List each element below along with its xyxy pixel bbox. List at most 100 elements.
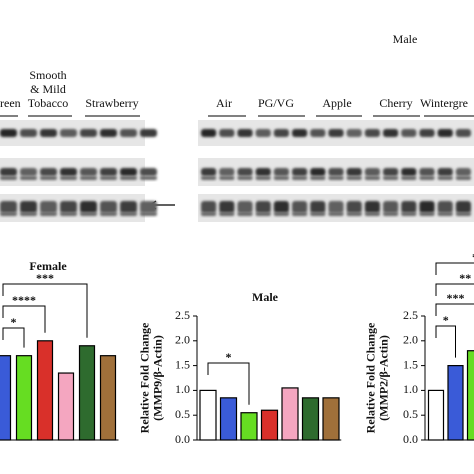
blot-band [20, 201, 37, 213]
bar [240, 412, 258, 441]
blot-label: Strawberry [85, 96, 138, 110]
significance-bracket [2, 283, 88, 338]
blot-band [273, 212, 289, 216]
significance-label: * [11, 315, 17, 329]
blot-band [237, 168, 253, 176]
bar [281, 387, 299, 441]
blot-band [219, 176, 235, 180]
y-axis-label: (MMP2/β-Actin) [376, 335, 390, 421]
blot-band [419, 168, 435, 176]
blot-band [383, 168, 399, 176]
blot-band [100, 176, 117, 180]
blot-band [0, 201, 17, 213]
blot-band [419, 212, 435, 216]
blot-band [20, 168, 37, 176]
bar [36, 340, 54, 441]
blot-band [328, 212, 344, 216]
blot-band [310, 212, 326, 216]
blot-band [364, 176, 380, 180]
bar [301, 397, 320, 441]
blot-band [364, 212, 380, 216]
bar [322, 397, 340, 441]
blot-band [255, 129, 271, 137]
blot-band [273, 168, 289, 176]
bar [427, 389, 445, 441]
blot-band [237, 201, 253, 213]
blot-band [292, 168, 308, 176]
y-tick-label: 2.0 [175, 333, 190, 347]
blot-band [80, 176, 97, 180]
blot-band [401, 176, 417, 180]
blot-band [364, 201, 380, 213]
blot-band [455, 168, 471, 176]
blot-band [346, 201, 362, 213]
blot-band [0, 129, 17, 137]
bar [199, 389, 217, 441]
blot-band [140, 212, 157, 216]
blot-header: Male [393, 32, 418, 46]
blot-band [255, 168, 271, 176]
blot-band [437, 176, 453, 180]
blot-band [346, 129, 362, 137]
y-tick-label: 1.0 [175, 382, 190, 396]
blot-band [383, 201, 399, 213]
blot-band [401, 168, 417, 176]
blot-band [328, 168, 344, 176]
blot-band [100, 168, 117, 176]
blot-band [140, 201, 157, 213]
y-tick-label: 2.0 [403, 333, 418, 347]
bar [219, 397, 238, 441]
blot-band [201, 129, 217, 137]
blot-band [419, 201, 435, 213]
significance-bracket [2, 327, 25, 348]
blot-band [120, 212, 137, 216]
blot-band [80, 212, 97, 216]
blot-band [60, 129, 77, 137]
blot-band [292, 201, 308, 213]
blot-band [383, 212, 399, 216]
blot-band [346, 168, 362, 176]
blot-label: PG/VG [258, 96, 294, 110]
blot-band [401, 212, 417, 216]
significance-bracket [435, 283, 474, 296]
blot-band [328, 129, 344, 137]
blot-band [455, 129, 471, 137]
y-axis-label: Relative Fold Change [363, 322, 377, 433]
blot-band [310, 129, 326, 137]
bar [260, 409, 279, 441]
blot-band [40, 201, 57, 213]
blot-band [237, 129, 253, 137]
significance-label: *** [36, 271, 54, 285]
blot-band [310, 201, 326, 213]
blot-label: Apple [322, 96, 351, 110]
significance-bracket [207, 362, 250, 405]
blot-band [437, 212, 453, 216]
blot-label: Wintergre [420, 96, 468, 110]
blot-band [120, 168, 137, 176]
significance-label: *** [447, 291, 465, 305]
y-tick-label: 0.5 [175, 407, 190, 421]
blot-band [237, 212, 253, 216]
y-tick-label: 0.0 [403, 432, 418, 446]
significance-bracket [435, 303, 474, 316]
blot-band [40, 168, 57, 176]
blot-band [80, 201, 97, 213]
blot-band [455, 176, 471, 180]
blot-band [383, 176, 399, 180]
y-tick-label: 1.5 [403, 357, 418, 371]
bar [99, 355, 117, 441]
blot-band [255, 176, 271, 180]
blot-band [346, 212, 362, 216]
blot-band [328, 201, 344, 213]
blot-band [255, 201, 271, 213]
blot-label: Tobacco [28, 96, 68, 110]
blot-band [0, 176, 17, 180]
blot-band [40, 212, 57, 216]
blot-band [292, 129, 308, 137]
blot-band [328, 176, 344, 180]
blot-band [310, 168, 326, 176]
chart-title: Female [29, 259, 67, 273]
blot-band [273, 201, 289, 213]
blot-band [0, 212, 17, 216]
y-axis-label: (MMP9/β-Actin) [150, 335, 164, 421]
